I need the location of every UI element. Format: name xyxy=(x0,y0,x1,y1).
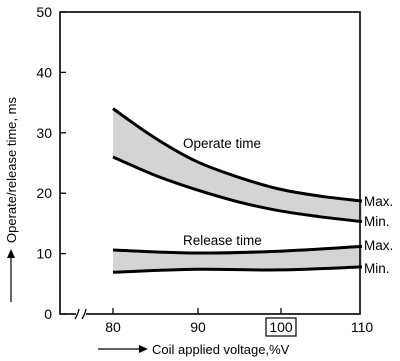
band-1-max-curve xyxy=(112,244,363,255)
x-axis-title-arrow xyxy=(98,345,148,353)
band-0-max-curve xyxy=(112,107,363,203)
operate-time-label: Operate time xyxy=(183,136,261,151)
x-tick-box xyxy=(265,317,297,337)
y-tick-label: 40 xyxy=(36,64,52,80)
release-min-label: Min. xyxy=(364,261,390,276)
x-tick-label: 100 xyxy=(269,319,293,335)
y-axis-title-arrow xyxy=(7,249,15,302)
release-max-label: Max. xyxy=(364,238,393,253)
y-tick-label: 30 xyxy=(36,125,52,141)
operate-max-label: Max. xyxy=(364,194,393,209)
y-tick-label: 20 xyxy=(36,185,52,201)
x-tick-label: 80 xyxy=(105,319,121,335)
x-tick-label: 90 xyxy=(190,319,206,335)
y-tick-label: 0 xyxy=(44,306,52,322)
band-0-min-curve xyxy=(112,155,363,224)
y-tick-label: 10 xyxy=(36,246,52,262)
band-1-min-curve xyxy=(112,265,363,274)
axis-break-mark xyxy=(74,308,87,320)
axis-break-gap xyxy=(76,308,86,320)
x-axis-title: Coil applied voltage,%V xyxy=(152,342,290,357)
ticks-layer xyxy=(60,11,282,315)
release-time-label: Release time xyxy=(183,233,262,248)
plot-frame xyxy=(59,11,361,315)
curves-layer xyxy=(112,107,363,274)
axis-break-stroke xyxy=(74,308,80,320)
y-axis-title: Operate/release time, ms xyxy=(4,97,19,243)
x-tick-label: 110 xyxy=(351,319,374,335)
axis-break-stroke xyxy=(81,308,87,320)
operate-min-label: Min. xyxy=(364,214,390,229)
y-tick-label: 50 xyxy=(36,4,52,20)
tick-labels-layer: 0 10 20 30 40 50 80 90 100 110 xyxy=(36,4,374,337)
band-fill-0 xyxy=(113,108,362,222)
